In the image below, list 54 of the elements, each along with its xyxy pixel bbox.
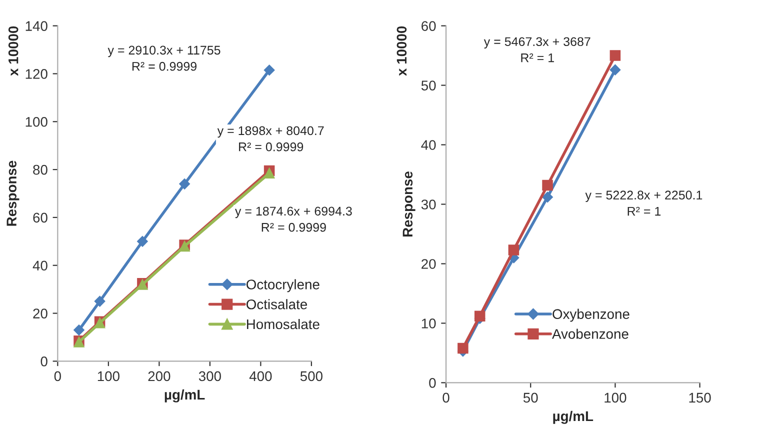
point — [508, 244, 520, 256]
y-tick-label: 50 — [421, 80, 436, 90]
y-tick-label: 30 — [421, 200, 436, 210]
point — [264, 64, 275, 76]
legend-label: Homosalate — [247, 318, 320, 330]
y-tick-label: 20 — [422, 259, 436, 269]
y-tick-label: 60 — [33, 212, 48, 223]
y-tick-label: 20 — [33, 308, 48, 318]
annotation: y = 1874.6x + 6994.3 R² = 0.9999 — [234, 206, 352, 232]
point — [610, 64, 621, 76]
point — [179, 178, 190, 190]
x-tick-label: 100 — [98, 371, 120, 382]
point — [474, 310, 486, 322]
x-tick-label: 500 — [300, 371, 322, 382]
annotation: y = 1898x + 8040.7 R² = 0.9999 — [217, 126, 324, 152]
y-tick-label: 100 — [26, 116, 48, 127]
y-axis-title: Response — [6, 160, 20, 226]
x-tick-label: 0 — [54, 371, 61, 382]
text: x 10000 — [8, 26, 18, 76]
point — [74, 324, 84, 336]
point — [458, 342, 468, 354]
legend-label: Oxybenzone — [552, 308, 630, 322]
y-tick-label: 140 — [26, 21, 48, 31]
point — [94, 296, 106, 307]
x-tick-label: 200 — [148, 371, 170, 382]
annotation: y = 2910.3x + 11755 R² = 0.9999 — [108, 46, 220, 71]
text: x 10000 — [396, 26, 407, 76]
y-tick-label: 0 — [429, 378, 436, 388]
x-tick-label: 150 — [689, 392, 711, 403]
x-tick-label: 50 — [523, 392, 538, 403]
annotation: y = 5467.3x + 3687 R² = 1 — [484, 37, 590, 62]
legend-label: Octocrylene — [246, 279, 320, 292]
x-tick-label: 300 — [198, 371, 221, 382]
x-tick-label: 400 — [249, 371, 272, 382]
point — [264, 168, 275, 179]
y-axis-title: Response — [402, 172, 416, 237]
x-axis-title: µg/mL — [164, 389, 205, 402]
legend-label: Avobenzone — [552, 328, 628, 339]
point — [542, 192, 553, 203]
point — [137, 236, 148, 247]
y-tick-label: 0 — [40, 356, 48, 366]
point — [610, 50, 621, 61]
y-tick-label: 120 — [26, 69, 48, 79]
y-tick-label: 40 — [32, 260, 48, 271]
y-tick-label: 10 — [422, 318, 436, 328]
annotation: y = 5222.8x + 2250.1 R² = 1 — [585, 190, 702, 216]
x-tick-label: 100 — [604, 392, 626, 403]
y-tick-label: 40 — [421, 140, 436, 150]
y-tick-label: 60 — [422, 21, 436, 31]
legend-label: Octisalate — [246, 299, 307, 310]
point — [542, 180, 553, 191]
y-tick-label: 80 — [33, 164, 48, 175]
x-axis-title: µg/mL — [553, 410, 594, 424]
x-tick-label: 0 — [442, 392, 450, 403]
